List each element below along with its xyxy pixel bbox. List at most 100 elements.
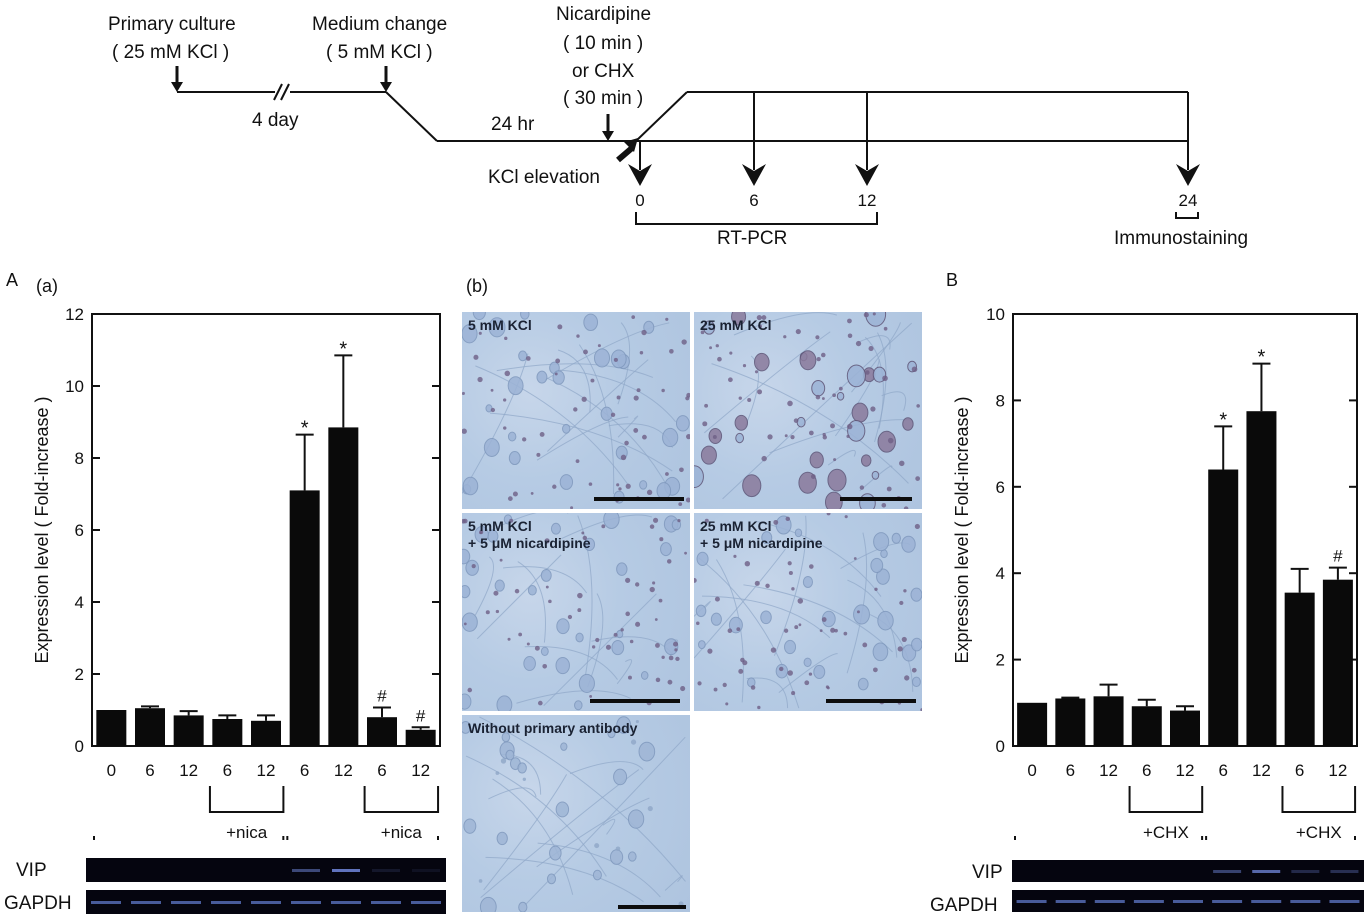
neurite (545, 322, 670, 381)
granule (846, 434, 850, 439)
granule (545, 585, 549, 589)
cell-body (703, 320, 716, 335)
vip-band (1213, 870, 1242, 873)
granule (882, 375, 888, 382)
neurite (517, 561, 546, 643)
granule (847, 318, 852, 324)
axis-break-icon (273, 83, 283, 101)
granule (509, 518, 514, 523)
granule (679, 467, 684, 473)
granule (661, 388, 665, 393)
treatment-bracket-label: +nica (226, 823, 268, 840)
neurite (543, 593, 657, 707)
granule (467, 687, 473, 693)
granule (915, 476, 921, 481)
cell-body (559, 474, 574, 490)
medium-change-title: Medium change (312, 14, 447, 35)
cell-body (520, 312, 530, 320)
granule (544, 538, 550, 544)
significance-asterisk: * (301, 418, 309, 440)
granule (757, 389, 763, 395)
x-tick-label: 6 (1218, 761, 1227, 780)
granule (630, 739, 637, 745)
granule (639, 351, 644, 355)
cell-body (592, 869, 602, 881)
granule (504, 370, 511, 377)
granule (899, 460, 905, 467)
granule (463, 622, 467, 626)
granule (674, 648, 678, 652)
cell-body (734, 414, 749, 431)
micrograph-label: 25 mM KCl + 5 μM nicardipine (700, 518, 823, 551)
granule (495, 771, 500, 775)
neurite (496, 363, 654, 378)
granule (756, 315, 762, 321)
cell-body (846, 364, 866, 388)
granule (920, 708, 922, 711)
cell-body (494, 579, 505, 592)
cell-body (860, 454, 872, 467)
neurite (474, 556, 495, 616)
gapdh-band (1212, 900, 1243, 903)
granule (702, 421, 708, 427)
granule (624, 440, 629, 446)
cell-body (578, 673, 595, 694)
granule (821, 397, 825, 400)
significance-hash: # (377, 686, 387, 705)
vip-band (332, 869, 360, 872)
cell-body (540, 646, 549, 657)
granule (654, 618, 658, 621)
granule (552, 484, 557, 489)
granule (673, 641, 679, 647)
granule (601, 524, 606, 529)
x-tick-label: 12 (1176, 761, 1195, 780)
granule (808, 672, 813, 676)
granule (615, 846, 621, 852)
vip-band (1330, 870, 1359, 873)
gapdh-band (411, 901, 441, 904)
granule (747, 397, 752, 402)
cell-body (603, 513, 620, 529)
granule (793, 418, 799, 423)
treatment-bracket (1128, 786, 1204, 813)
time-label-12: 12 (858, 191, 877, 210)
granule (868, 346, 874, 352)
cell-body (465, 559, 480, 576)
cell-body (616, 630, 624, 639)
cell-body (809, 451, 824, 469)
cell-body (560, 742, 568, 751)
cell-body (496, 695, 513, 711)
granule (784, 434, 788, 438)
granule (816, 356, 821, 362)
granule (844, 515, 848, 519)
granule (838, 386, 843, 391)
granule (499, 558, 503, 562)
granule (557, 324, 563, 330)
granule (787, 670, 793, 676)
granule (581, 396, 587, 402)
y-axis-label: Expression level ( Fold-increase ) (32, 396, 52, 663)
granule (901, 636, 907, 643)
granule (554, 372, 558, 376)
cell-body (523, 656, 536, 671)
bar (1093, 696, 1124, 746)
y-tick-label: 0 (75, 737, 84, 756)
gel-panel-b: VIP GAPDH (930, 860, 1364, 916)
gapdh-band (251, 901, 281, 904)
x-tick-label: 6 (1066, 761, 1075, 780)
cell-body (796, 416, 806, 428)
vip-gel-strip (1012, 860, 1364, 882)
rtpcr-bracket (635, 212, 878, 225)
cell-body (760, 610, 772, 625)
granule (471, 564, 476, 569)
granule (765, 583, 770, 589)
immunostaining-label: Immunostaining (1114, 228, 1248, 249)
cell-body (836, 391, 845, 401)
granule (715, 344, 719, 348)
neurite (722, 322, 913, 500)
neurite (476, 554, 562, 640)
x-tick-label: 6 (223, 761, 232, 780)
granule (865, 370, 870, 375)
sample-arrow-12-icon (855, 92, 879, 186)
medium-change-condition: ( 5 mM KCl ) (326, 42, 433, 63)
